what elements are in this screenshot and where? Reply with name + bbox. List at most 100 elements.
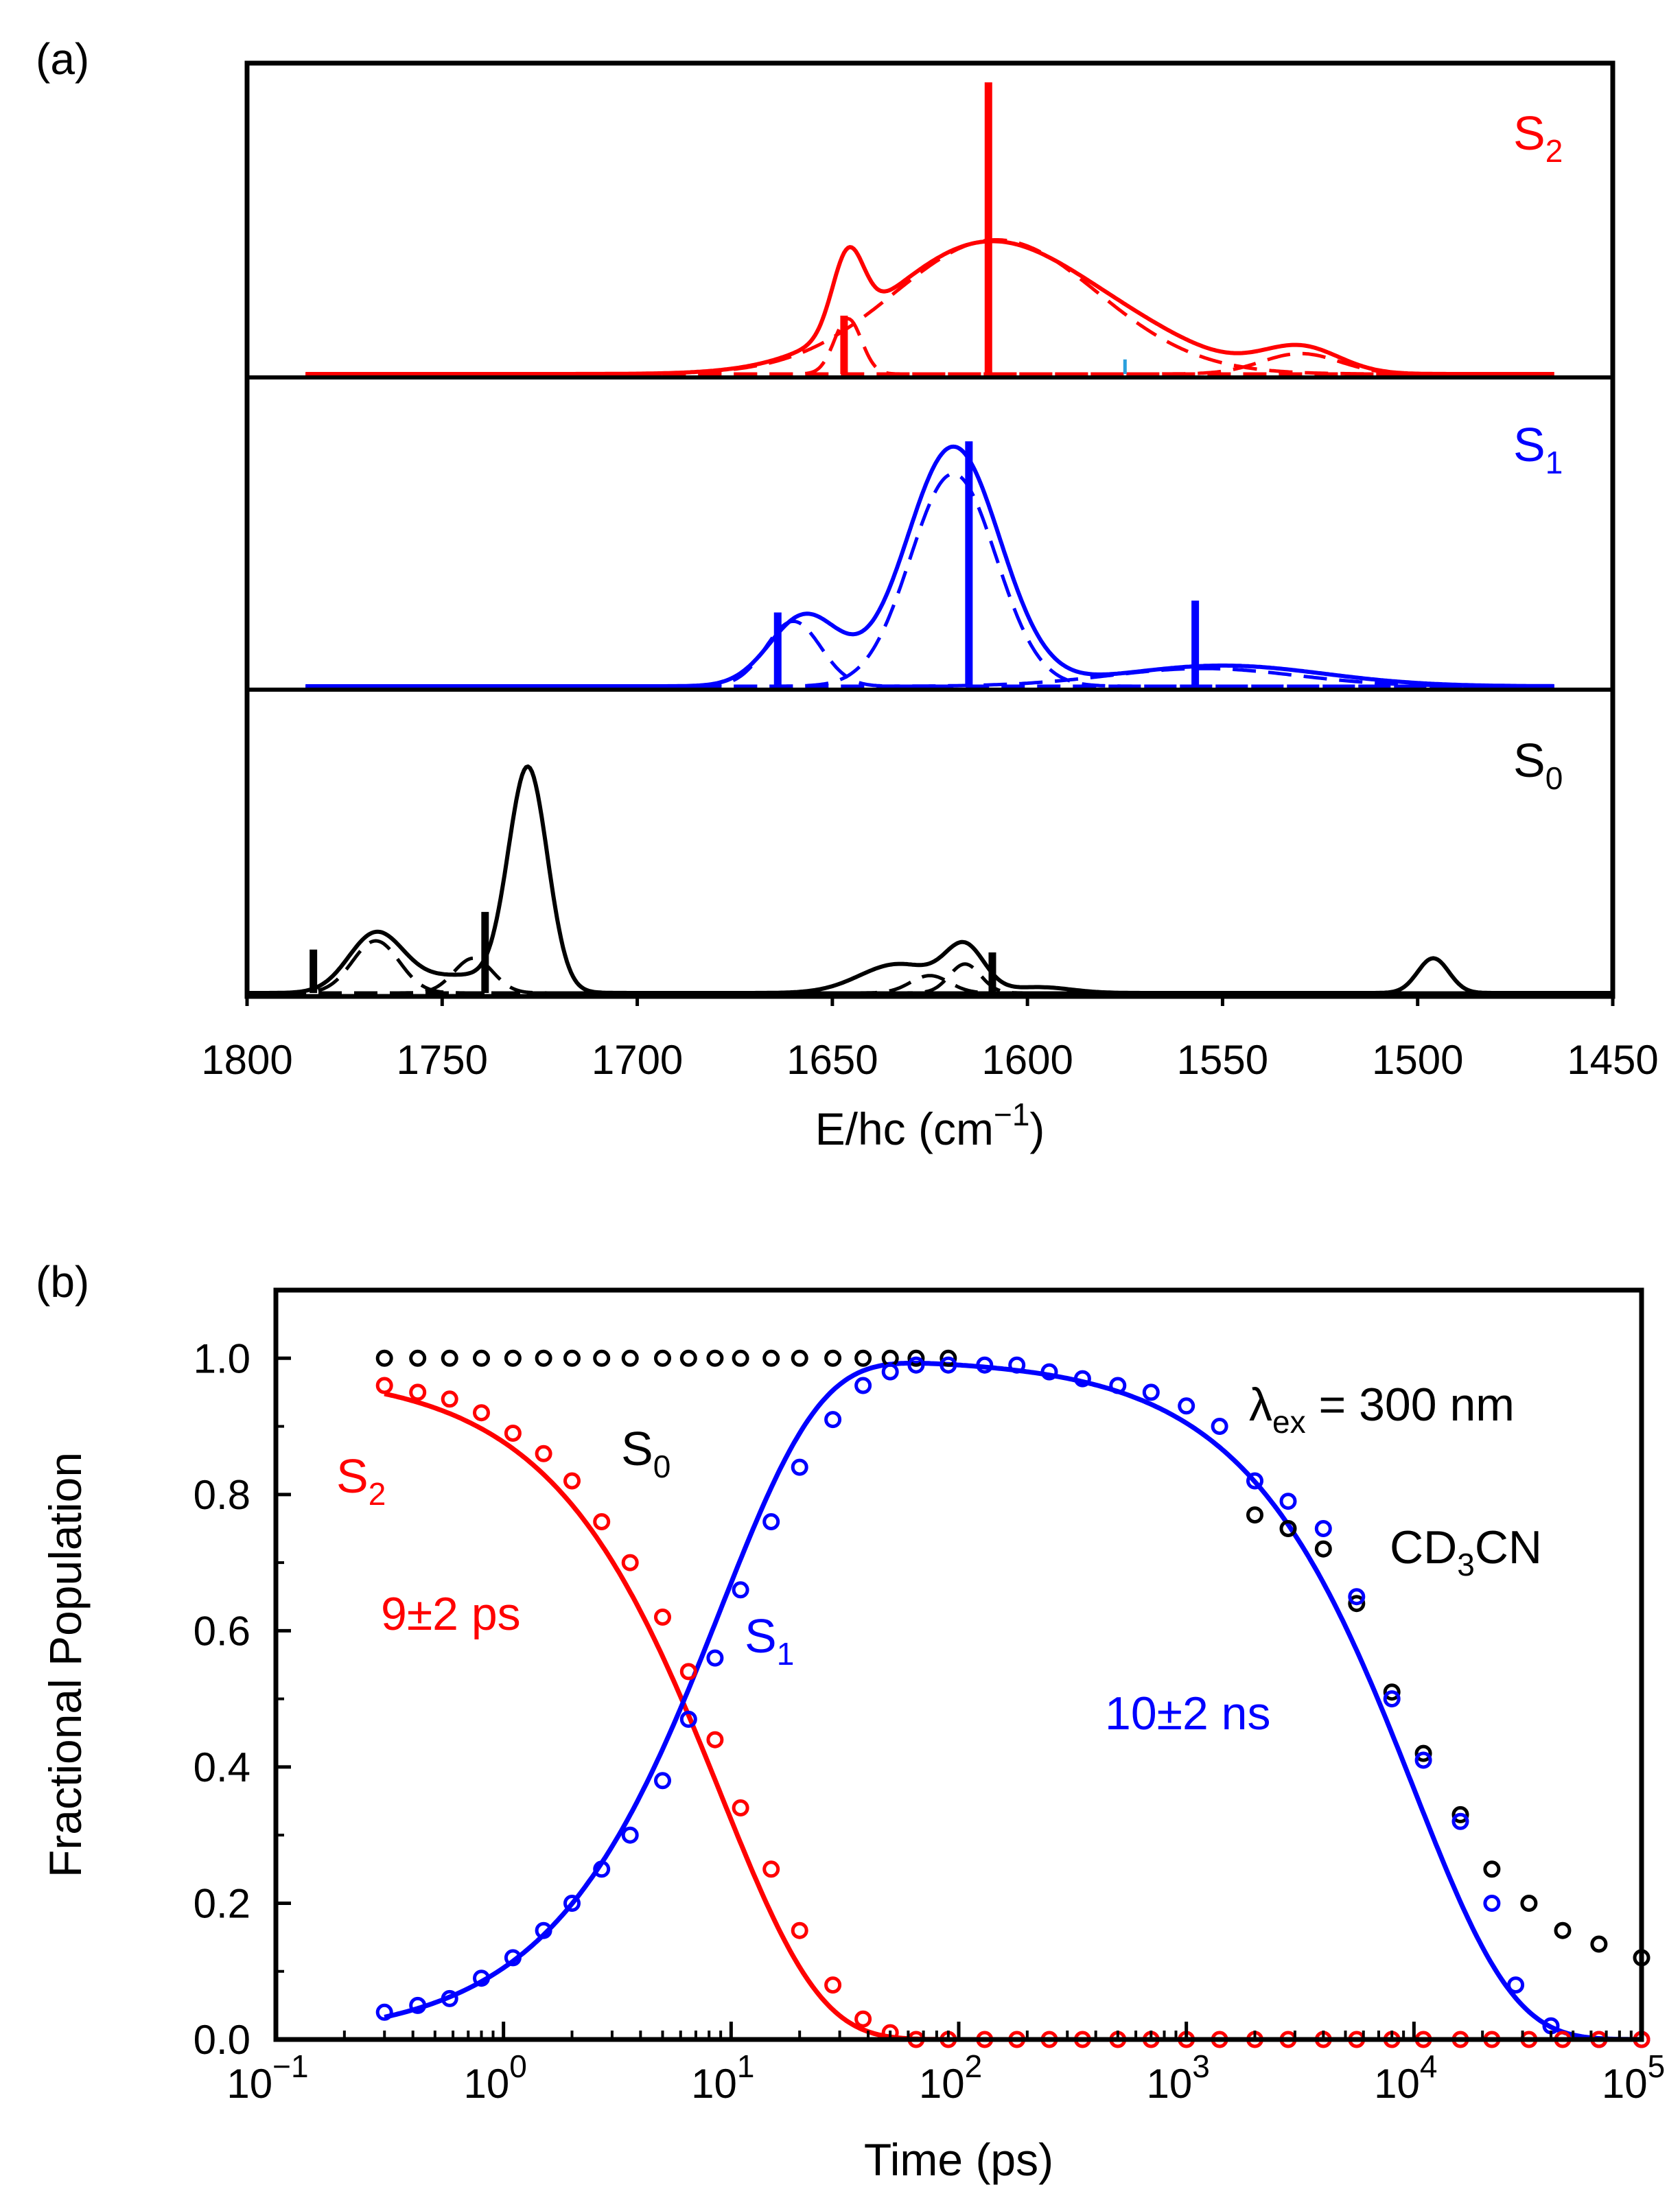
- data-point-s2-16: [854, 2010, 872, 2028]
- data-point-s1-35: [1483, 1895, 1501, 1912]
- panel-a-spectra: 1800 1750 1700 1650 1600 1550 1500 1450 S2 S1 S…: [201, 60, 1659, 1154]
- data-point-s0-9: [654, 1349, 671, 1367]
- data-point-s1-5: [535, 1921, 552, 1939]
- s2-lifetime-annotation: 9±2 ps: [381, 1588, 521, 1640]
- data-point-s2-4: [504, 1425, 522, 1442]
- x-tick-label-5: 104: [1374, 2048, 1437, 2107]
- fit-curve-s1: [384, 1360, 1642, 2042]
- data-point-s2-1: [409, 1383, 427, 1401]
- x-tick-label-0: 10−1: [226, 2048, 308, 2107]
- data-point-s2-5: [535, 1445, 552, 1462]
- data-point-s1-18: [907, 1356, 925, 1374]
- data-point-s1-14: [791, 1458, 808, 1476]
- y-tick-label-0: 0.0: [194, 2017, 250, 2063]
- panel-b-ticks: 10−1 100 101 102 103 104 105 0.0 0.2 0.4 0.6 0.8 1.0: [194, 1335, 1666, 2107]
- s0-curve-label: S0: [621, 1422, 670, 1484]
- data-point-s0-15: [824, 1349, 842, 1367]
- data-point-s1-21: [1008, 1356, 1026, 1374]
- data-point-s0-6: [563, 1349, 581, 1367]
- data-point-s1-32: [1383, 1690, 1401, 1708]
- data-point-s1-33: [1414, 1751, 1432, 1769]
- data-point-s1-29: [1279, 1493, 1297, 1510]
- data-point-s1-25: [1142, 1383, 1160, 1401]
- y-tick-label-5: 1.0: [194, 1335, 250, 1381]
- data-point-s1-31: [1348, 1588, 1366, 1606]
- data-point-s2-3: [473, 1404, 490, 1422]
- data-point-s2-9: [654, 1609, 671, 1626]
- data-point-s1-34: [1451, 1812, 1469, 1830]
- panel-a-x-axis-title: E/hc (cm−1): [815, 1097, 1045, 1154]
- data-point-s2-8: [621, 1554, 639, 1571]
- panel-b-y-axis-title: Fractional Population: [40, 1452, 91, 1878]
- data-point-s1-16: [854, 1377, 872, 1394]
- s2-spectrum-label: S2: [1513, 106, 1563, 169]
- data-point-s1-28: [1246, 1472, 1263, 1490]
- data-point-s1-0: [375, 2003, 393, 2021]
- s1-lifetime-annotation: 10±2 ns: [1105, 1687, 1271, 1740]
- data-point-s1-8: [621, 1826, 639, 1844]
- x-tick-label-3: 102: [919, 2048, 982, 2107]
- data-point-s2-15: [824, 1976, 842, 1994]
- data-point-s2-14: [791, 1921, 808, 1939]
- panel-a-x-ticks: 1800 1750 1700 1650 1600 1550 1500 1450: [201, 996, 1659, 1083]
- panel-b-population: 10−1 100 101 102 103 104 105 0.0 0.2 0.4 0.6 0.8 1.0…: [40, 1287, 1666, 2185]
- panel-a-frame: [244, 60, 1615, 999]
- data-point-s0-25: [1414, 1744, 1432, 1762]
- data-point-s2-10: [679, 1663, 697, 1681]
- panel-b-label: (b): [36, 1257, 89, 1307]
- panel-a-label: (a): [36, 34, 89, 84]
- data-point-s1-22: [1040, 1363, 1058, 1381]
- data-point-s1-1: [409, 1996, 427, 2014]
- x-tick-label-4: 103: [1146, 2048, 1209, 2107]
- y-tick-label-1: 0.2: [194, 1880, 250, 1926]
- data-point-s0-21: [1279, 1520, 1297, 1537]
- x-tick-label-6: 105: [1602, 2048, 1665, 2107]
- data-point-s0-23: [1348, 1595, 1366, 1613]
- data-point-s0-10: [679, 1349, 697, 1367]
- excitation-wavelength-annotation: λex = 300 nm: [1249, 1379, 1515, 1440]
- data-point-s1-11: [706, 1649, 724, 1667]
- data-point-s1-15: [824, 1411, 842, 1429]
- data-point-s1-20: [976, 1356, 994, 1374]
- s0-spectrum-label: S0: [1513, 734, 1563, 796]
- spectrum-curve-s0: [246, 764, 1613, 995]
- data-point-s1-36: [1507, 1976, 1525, 1994]
- data-point-s1-2: [441, 1989, 458, 2007]
- x-tick-label-1750: 1750: [397, 1037, 488, 1083]
- data-point-s0-13: [762, 1349, 780, 1367]
- fit-curve-s2: [384, 1391, 1641, 2042]
- data-point-s1-3: [473, 1969, 490, 1987]
- component-curve-s1-2: [305, 666, 1554, 688]
- data-point-s1-4: [504, 1949, 522, 1967]
- data-point-s0-1: [409, 1349, 427, 1367]
- component-curve-s1-0: [305, 619, 1554, 688]
- x-tick-label-1450: 1450: [1567, 1037, 1658, 1083]
- data-point-s0-26: [1451, 1805, 1469, 1823]
- s1-spectrum-label: S1: [1513, 418, 1563, 480]
- data-point-s0-7: [593, 1349, 611, 1367]
- component-curve-s2-1: [305, 238, 1554, 376]
- x-tick-label-1600: 1600: [981, 1037, 1073, 1083]
- data-point-s0-0: [375, 1349, 393, 1367]
- data-point-s0-30: [1590, 1935, 1608, 1953]
- data-point-s1-27: [1211, 1418, 1228, 1435]
- data-point-s1-7: [593, 1860, 611, 1878]
- panel-b-data-points: [375, 1349, 1650, 2048]
- data-point-s0-28: [1520, 1895, 1538, 1912]
- s1-curve-label: S1: [745, 1609, 794, 1672]
- data-point-s0-27: [1483, 1860, 1501, 1878]
- data-point-s1-12: [732, 1581, 749, 1599]
- data-point-s0-11: [706, 1349, 724, 1367]
- data-point-s0-2: [441, 1349, 458, 1367]
- x-tick-label-2: 101: [691, 2048, 754, 2107]
- data-point-s2-12: [732, 1799, 749, 1816]
- data-point-s1-6: [563, 1895, 581, 1912]
- x-tick-label-1: 100: [463, 2048, 526, 2107]
- data-point-s0-4: [504, 1349, 522, 1367]
- data-point-s2-2: [441, 1390, 458, 1408]
- component-curve-s1-1: [305, 471, 1554, 688]
- data-point-s1-13: [762, 1513, 780, 1530]
- component-curve-s0-3: [247, 962, 1613, 995]
- data-point-s1-24: [1109, 1377, 1127, 1394]
